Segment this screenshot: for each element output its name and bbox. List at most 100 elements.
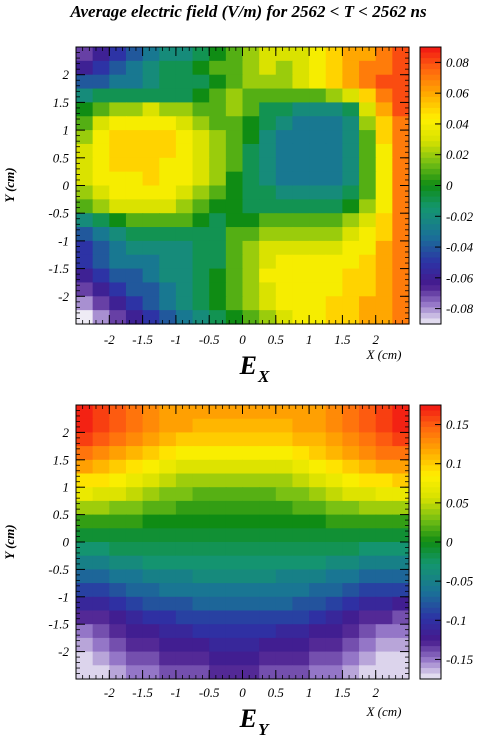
heatmap-cell [259,583,277,598]
heatmap-cell [159,310,177,325]
heatmap-cell [76,405,94,420]
heatmap-cell [192,102,210,117]
heatmap-cell [92,60,110,76]
heatmap-cell [242,555,260,570]
heatmap-cell [76,116,94,131]
heatmap-cell [142,185,160,200]
heatmap-cell [325,528,343,543]
heatmap-cell [76,130,94,145]
heatmap-cell [259,171,277,187]
heatmap-cell [125,282,144,297]
colorbar-swatch [420,591,441,598]
heatmap-cell [292,282,310,297]
heatmap-cell [259,555,277,570]
heatmap-cell [392,542,410,557]
heatmap-cell [275,569,294,584]
heatmap-cell [175,542,194,557]
heatmap-cell [342,254,360,270]
heatmap-cell [192,74,210,90]
heatmap-cell [159,199,177,214]
heatmap-cell [292,432,310,447]
heatmap-cell [309,665,327,680]
component-subscript: X [257,367,270,386]
colorbar-swatch [420,52,441,59]
colorbar-swatch [420,509,441,516]
heatmap-cell [342,487,360,502]
heatmap-cell [159,102,177,117]
heatmap-cell [375,185,393,200]
heatmap-cell [392,569,410,584]
heatmap-cell [242,418,260,433]
heatmap-cell [359,542,377,557]
y-tick-label: 1.5 [53,452,70,467]
heatmap-cell [309,74,327,90]
heatmap-cell [92,651,110,666]
colorbar-swatch [420,102,441,109]
heatmap-cell [309,88,327,103]
heatmap-cell [325,569,343,584]
heatmap-cell [325,199,343,214]
heatmap-cell [175,240,194,256]
heatmap-cell [109,88,127,103]
heatmap-cell [325,296,343,311]
heatmap-cell [309,624,327,639]
heatmap-cell [76,528,94,543]
heatmap-cell [192,500,210,516]
heatmap-cell [109,157,127,173]
heatmap-cell [259,569,277,584]
heatmap-cell [225,143,244,159]
heatmap-cell [142,405,160,420]
heatmap-cell [175,583,194,598]
heatmap-cell [92,74,110,90]
heatmap-cell [225,596,244,612]
heatmap-cell [242,240,260,256]
heatmap-cell [209,555,227,570]
heatmap-cell [225,199,244,214]
heatmap-cell [392,651,410,666]
heatmap-cell [76,268,94,284]
heatmap-cell [259,473,277,488]
heatmap-cell [109,405,127,420]
heatmap-cell [225,487,244,502]
heatmap-cell [342,171,360,187]
heatmap-cell [359,240,377,256]
colorbar-swatch [420,657,441,664]
heatmap-cell [259,47,277,62]
x-tick-label: -0.5 [199,332,220,347]
heatmap-cell [259,624,277,639]
heatmap-cell [125,185,144,200]
heatmap-cell [359,171,377,187]
colorbar-swatch [420,629,441,636]
colorbar-swatch [420,640,441,647]
heatmap-cell [92,500,110,516]
colorbar-tick-label: 0 [446,535,453,550]
heatmap-cell [225,88,244,103]
heatmap-cell [392,583,410,598]
heatmap-cell [259,227,277,242]
heatmap-cell [275,88,294,103]
colorbar-swatch [420,179,441,187]
heatmap-cell [292,528,310,543]
colorbar-swatch [420,119,441,126]
heatmap-cell [76,282,94,297]
colorbar-swatch [420,662,441,669]
heatmap-cell [292,310,310,325]
heatmap-cell [292,240,310,256]
heatmap-cell [92,240,110,256]
heatmap-cell [275,446,294,461]
heatmap-cell [209,60,227,76]
colorbar-swatch [420,307,441,314]
heatmap-cell [309,213,327,228]
heatmap-cell [325,310,343,325]
heatmap-cell [175,405,194,420]
heatmap-cell [159,487,177,502]
heatmap-cell [225,60,244,76]
heatmap-cell [175,185,194,200]
heatmap-cell [76,296,94,311]
heatmap-cell [159,185,177,200]
heatmap-cell [359,143,377,159]
heatmap-cell [125,143,144,159]
heatmap-cell [342,514,360,529]
heatmap-cell [125,473,144,488]
heatmap-cell [142,624,160,639]
